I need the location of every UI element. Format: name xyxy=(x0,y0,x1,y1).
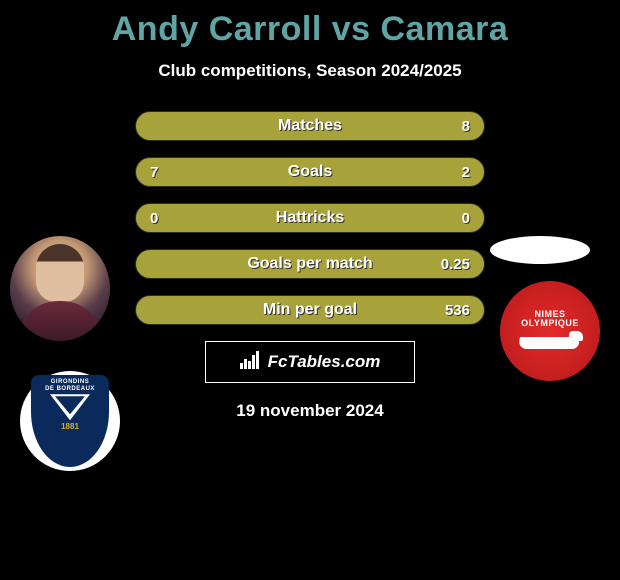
stat-label: Matches xyxy=(278,117,342,135)
brand-box: FcTables.com xyxy=(205,341,415,383)
stat-right-value: 0.25 xyxy=(440,256,470,273)
comparison-subtitle: Club competitions, Season 2024/2025 xyxy=(0,61,620,81)
crocodile-icon xyxy=(519,331,581,353)
stat-right-value: 2 xyxy=(440,164,470,181)
stat-right-value: 0 xyxy=(440,210,470,227)
club-right-badge: NIMES OLYMPIQUE xyxy=(500,281,600,381)
stat-row-matches: Matches 8 xyxy=(135,111,485,141)
club-left-badge: GIRONDINS DE BORDEAUX 1881 xyxy=(20,371,120,471)
comparison-body: GIRONDINS DE BORDEAUX 1881 NIMES OLYMPIQ… xyxy=(0,111,620,421)
club-right-name-bottom: OLYMPIQUE xyxy=(521,319,579,328)
club-left-name-top: GIRONDINS xyxy=(51,379,90,386)
club-left-name-bottom: DE BORDEAUX xyxy=(45,386,95,393)
stat-label: Hattricks xyxy=(276,209,344,227)
brand-text: FcTables.com xyxy=(268,352,381,372)
stat-bars: Matches 8 7 Goals 2 0 Hattricks 0 Goals … xyxy=(135,111,485,325)
player-right-placeholder xyxy=(490,236,590,264)
player-left-photo xyxy=(10,236,110,341)
stat-row-goals-per-match: Goals per match 0.25 xyxy=(135,249,485,279)
club-left-year: 1881 xyxy=(61,422,79,431)
stat-label: Min per goal xyxy=(263,301,357,319)
club-left-chevron-icon xyxy=(50,394,90,420)
stat-label: Goals per match xyxy=(247,255,372,273)
stat-row-min-per-goal: Min per goal 536 xyxy=(135,295,485,325)
stat-row-goals: 7 Goals 2 xyxy=(135,157,485,187)
stat-left-value: 0 xyxy=(150,210,180,227)
stat-label: Goals xyxy=(288,163,332,181)
stat-right-value: 8 xyxy=(440,118,470,135)
stat-left-value: 7 xyxy=(150,164,180,181)
comparison-title: Andy Carroll vs Camara xyxy=(0,0,620,49)
bar-chart-icon xyxy=(240,351,262,374)
stat-right-value: 536 xyxy=(440,302,470,319)
stat-row-hattricks: 0 Hattricks 0 xyxy=(135,203,485,233)
